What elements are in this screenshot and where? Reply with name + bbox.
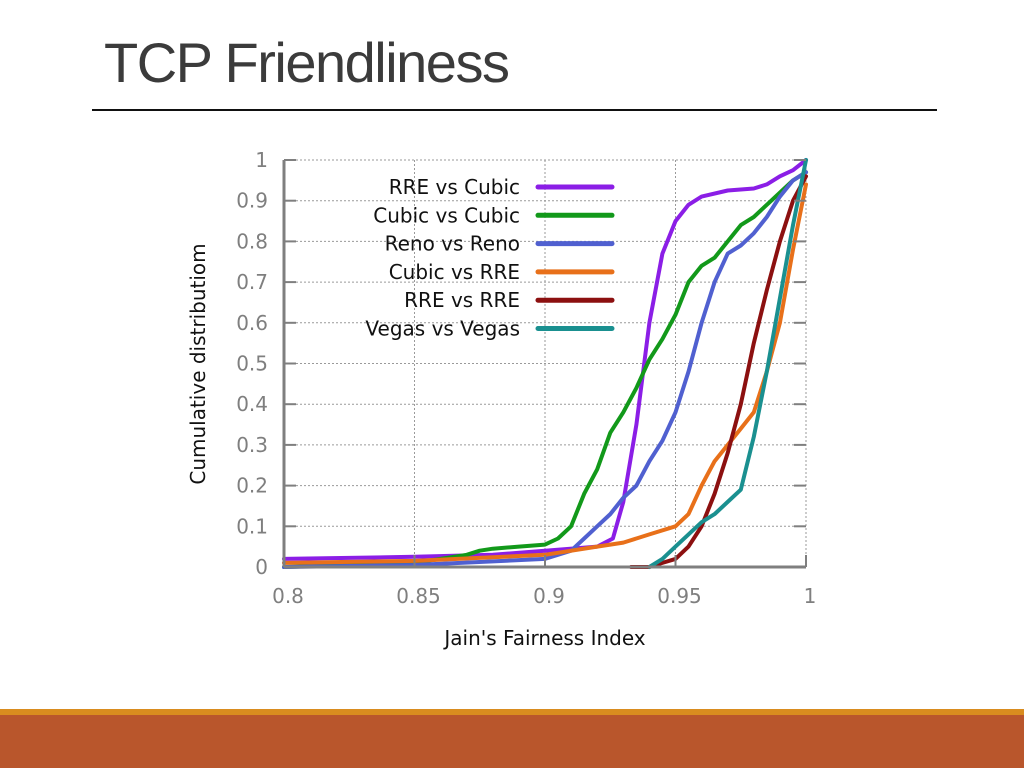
y-axis-label: Cumulative distributiom [186, 243, 210, 484]
legend: RRE vs Cubic Cubic vs Cubic Reno vs Reno Cu… [365, 175, 615, 341]
y-tick-label: 0.8 [236, 229, 268, 253]
y-tick-label: 1 [255, 148, 268, 172]
y-tick-label: 0.4 [236, 392, 268, 416]
footer-bar [0, 715, 1024, 768]
legend-label: RRE vs RRE [404, 288, 520, 312]
footer-stripe [0, 709, 1024, 715]
y-tick-label: 0.5 [236, 352, 268, 376]
legend-label: Cubic vs Cubic [373, 203, 520, 227]
y-tick-label: 0.9 [236, 189, 268, 213]
grid-layer [283, 159, 807, 568]
legend-label: Reno vs Reno [385, 232, 520, 256]
x-tick-label: 0.95 [657, 584, 702, 608]
y-tick-label: 0.2 [236, 474, 268, 498]
x-axis-label: Jain's Fairness Index [442, 626, 645, 650]
series-line-5 [647, 158, 808, 569]
series-line-1 [282, 170, 808, 569]
series-line-0 [282, 158, 808, 561]
x-tick-label: 0.8 [272, 584, 304, 608]
x-tick-label: 0.9 [533, 584, 565, 608]
y-tick-label: 0.1 [236, 514, 268, 538]
slide-title: TCP Friendliness [104, 31, 510, 94]
axis-layer: 0 0.1 0.2 0.3 0.4 0.5 0.6 0.7 0.8 0.9 1 0.8 0.85 0.9 0… [236, 148, 816, 608]
x-tick-label: 0.85 [396, 584, 441, 608]
series-layer [282, 158, 808, 569]
cdf-chart: 0 0.1 0.2 0.3 0.4 0.5 0.6 0.7 0.8 0.9 1 0.8 0.85 0.9 0… [186, 148, 816, 650]
legend-label: Vegas vs Vegas [365, 317, 520, 341]
series-line-2 [282, 170, 808, 569]
series-line-4 [629, 174, 808, 569]
y-tick-label: 0.3 [236, 433, 268, 457]
legend-label: Cubic vs RRE [389, 260, 520, 284]
y-tick-label: 0 [255, 555, 268, 579]
legend-label: RRE vs Cubic [389, 175, 520, 199]
y-tick-label: 0.6 [236, 311, 268, 335]
y-tick-label: 0.7 [236, 270, 268, 294]
title-divider [92, 109, 937, 111]
x-tick-label: 1 [804, 584, 817, 608]
